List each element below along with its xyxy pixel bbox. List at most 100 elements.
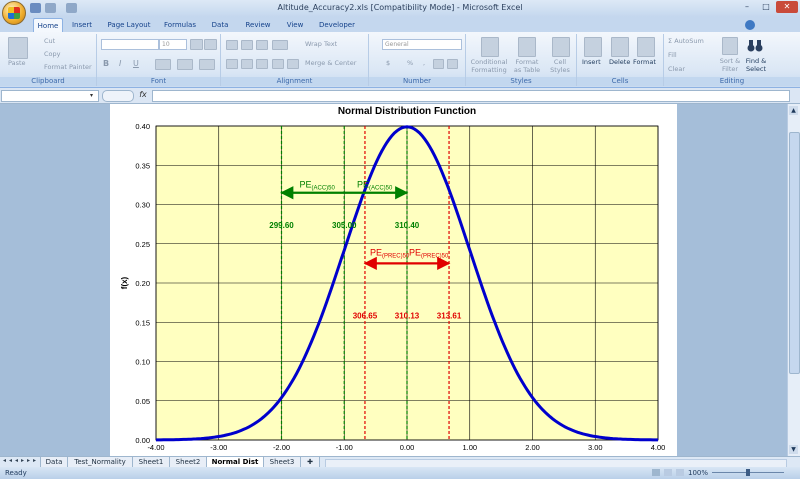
help-icon[interactable] [745,20,755,30]
fill-button[interactable]: Fill [668,51,677,59]
chart-area[interactable]: -4.00 -3.00 -2.00 -1.00 0.00 1.00 2.00 3.00 4.00… [110,104,677,456]
shrink-font-icon[interactable] [204,39,217,50]
copy-button[interactable]: Copy [44,50,61,58]
formula-input[interactable] [152,90,790,102]
grow-font-icon[interactable] [190,39,203,50]
delete-cells-icon[interactable] [611,37,629,57]
number-format-dropdown[interactable]: General [382,39,462,50]
y-tick-label: 0.30 [135,201,150,210]
name-box-dropdown-icon[interactable]: ▾ [90,92,94,99]
tab-data[interactable]: Data [211,21,229,29]
insert-cells-button[interactable]: Insert [582,58,601,66]
pe-prec-label-right: PE(PREC)50 [409,247,449,259]
align-bottom-icon[interactable] [256,40,268,50]
zoom-level[interactable]: 100% [688,469,709,477]
office-logo-icon [8,7,20,19]
font-size-dropdown[interactable]: 10 [159,39,187,50]
align-top-icon[interactable] [226,40,238,50]
format-cells-icon[interactable] [637,37,655,57]
redo-icon[interactable] [66,3,77,13]
find-select-button[interactable]: Find & Select [745,57,767,73]
format-painter-button[interactable]: Format Painter [44,63,92,71]
cells-group-label: Cells [577,77,663,86]
align-middle-icon[interactable] [241,40,253,50]
bold-icon[interactable]: B [103,59,110,68]
sort-filter-icon[interactable] [722,37,738,55]
undo-icon[interactable] [45,3,56,13]
save-icon[interactable] [30,3,41,13]
x-tick-label: 0.00 [400,443,415,452]
office-button[interactable] [2,1,26,25]
align-left-icon[interactable] [226,59,238,69]
align-center-icon[interactable] [241,59,253,69]
minimize-button[interactable]: – [745,2,749,11]
tab-insert[interactable]: Insert [71,21,93,29]
increase-indent-icon[interactable] [287,59,299,69]
page-layout-view-icon[interactable] [664,469,672,476]
font-color-icon[interactable] [199,59,215,70]
decrease-indent-icon[interactable] [272,59,284,69]
format-as-table-button[interactable]: Format as Table [513,58,541,74]
underline-icon[interactable]: U [133,59,139,68]
format-cells-button[interactable]: Format [633,58,656,66]
cell-styles-icon[interactable] [552,37,570,57]
insert-function-button[interactable]: fx [139,90,147,99]
zoom-slider-thumb[interactable] [746,469,750,476]
conditional-formatting-icon[interactable] [481,37,499,57]
fill-color-icon[interactable] [177,59,193,70]
paste-icon[interactable] [8,37,28,59]
scroll-down-icon[interactable]: ▼ [789,445,798,454]
pe-acc-label-right: PE(ACC)50 [357,180,393,192]
formula-bar-handle[interactable] [102,90,134,102]
percent-icon[interactable]: % [407,59,414,67]
merge-center-button[interactable]: Merge & Center [305,59,357,67]
delete-cells-button[interactable]: Delete [609,58,631,66]
styles-group-label: Styles [466,77,576,86]
font-name-dropdown[interactable] [101,39,159,50]
decrease-decimal-icon[interactable] [447,59,458,69]
y-tick-label: 0.15 [135,318,150,327]
currency-icon[interactable]: $ [386,59,391,67]
red-value-label: 313.61 [437,311,462,320]
status-bar [0,467,800,479]
page-break-view-icon[interactable] [676,469,684,476]
conditional-formatting-button[interactable]: Conditional Formatting [470,58,508,74]
scroll-up-icon[interactable]: ▲ [789,106,798,115]
tab-developer[interactable]: Developer [318,21,355,29]
red-value-label: 306.65 [353,311,378,320]
format-as-table-icon[interactable] [518,37,536,57]
normal-view-icon[interactable] [652,469,660,476]
ribbon-tab-strip [0,17,800,32]
italic-icon[interactable]: I [119,59,122,68]
x-tick-label: 3.00 [588,443,603,452]
vertical-scroll-thumb[interactable] [789,132,800,374]
increase-decimal-icon[interactable] [433,59,444,69]
chart-title: Normal Distribution Function [338,106,476,117]
tab-review[interactable]: Review [245,21,271,29]
align-right-icon[interactable] [256,59,268,69]
cut-button[interactable]: Cut [44,37,56,45]
borders-icon[interactable] [155,59,171,70]
sheet-nav-arrows-icon[interactable]: ◂◂◂▸▸▸ [3,457,40,464]
font-group [97,34,221,86]
insert-cells-icon[interactable] [584,37,602,57]
x-tick-label: -4.00 [147,443,164,452]
sort-filter-button[interactable]: Sort & Filter [719,57,741,73]
tab-formulas[interactable]: Formulas [164,21,196,29]
autosum-button[interactable]: Σ AutoSum [668,37,704,45]
cell-styles-button[interactable]: Cell Styles [550,58,570,74]
comma-icon[interactable]: , [423,59,426,67]
clipboard-group [0,34,97,86]
maximize-button[interactable]: □ [762,2,770,11]
orientation-icon[interactable] [272,40,288,50]
tab-home[interactable]: Home [33,18,63,33]
alignment-group-label: Alignment [221,77,368,86]
binoculars-icon[interactable] [747,37,763,53]
clear-button[interactable]: Clear [668,65,685,73]
tab-page-layout[interactable]: Page Layout [107,21,151,29]
tab-view[interactable]: View [286,21,304,29]
close-button[interactable]: ✕ [776,1,798,13]
wrap-text-button[interactable]: Wrap Text [305,40,338,48]
name-box[interactable] [1,90,99,102]
status-text: Ready [5,469,27,477]
